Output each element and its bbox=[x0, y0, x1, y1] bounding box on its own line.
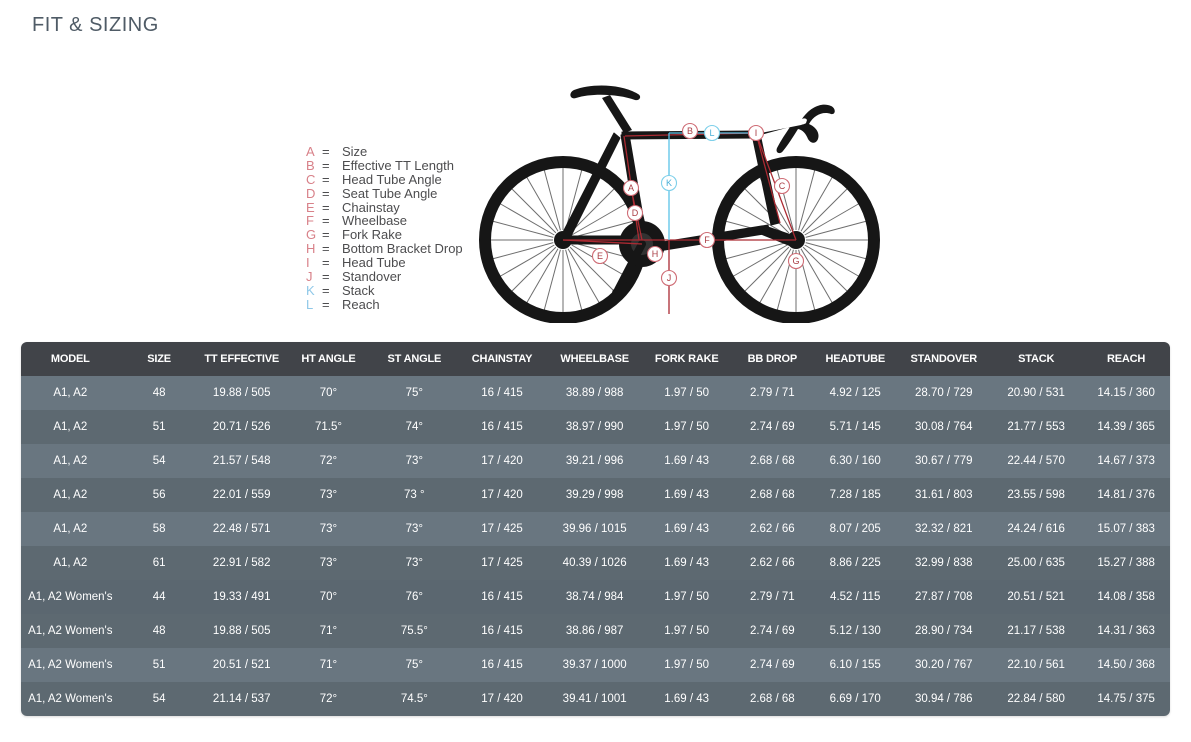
svg-text:G: G bbox=[792, 256, 799, 266]
svg-text:A: A bbox=[628, 183, 634, 193]
svg-text:J: J bbox=[667, 273, 672, 283]
svg-text:F: F bbox=[704, 235, 710, 245]
svg-text:E: E bbox=[597, 251, 603, 261]
svg-text:D: D bbox=[632, 208, 639, 218]
svg-text:I: I bbox=[755, 128, 758, 138]
svg-text:L: L bbox=[709, 128, 714, 138]
svg-text:B: B bbox=[687, 126, 693, 136]
svg-text:K: K bbox=[666, 178, 672, 188]
svg-text:C: C bbox=[779, 181, 786, 191]
svg-text:H: H bbox=[652, 249, 659, 259]
